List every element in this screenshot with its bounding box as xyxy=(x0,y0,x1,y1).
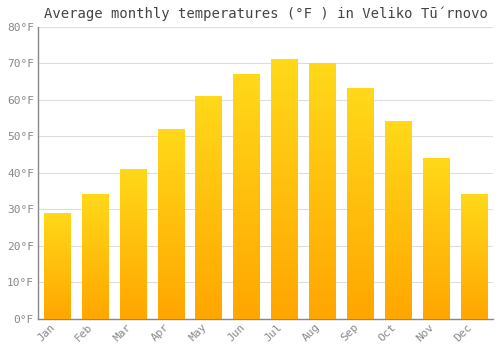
Title: Average monthly temperatures (°F ) in Veliko Tū́rnovo: Average monthly temperatures (°F ) in Ve… xyxy=(44,7,488,21)
